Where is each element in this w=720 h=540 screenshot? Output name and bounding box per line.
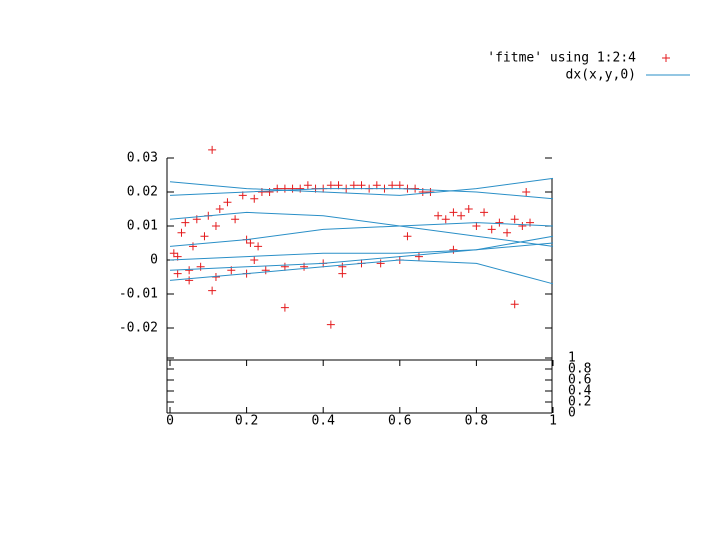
point	[273, 184, 282, 193]
z-tick-label: 0.01	[127, 219, 158, 234]
x-tick-label: 0	[166, 414, 174, 429]
point	[169, 249, 178, 258]
point	[480, 208, 489, 217]
point	[414, 252, 423, 261]
point	[185, 266, 194, 275]
point	[303, 181, 312, 190]
point	[338, 262, 347, 271]
point	[372, 181, 381, 190]
x-tick-label: 0.8	[465, 414, 488, 429]
point	[288, 184, 297, 193]
point	[334, 181, 343, 190]
point	[223, 198, 232, 207]
surface-line	[169, 259, 554, 285]
x-tick-label: 0.4	[311, 414, 335, 429]
y-tick-label: 1	[568, 351, 576, 366]
point	[250, 194, 259, 203]
point	[434, 211, 443, 220]
point	[518, 222, 527, 230]
point	[349, 181, 358, 190]
point	[211, 222, 220, 230]
z-tick-label: 0.02	[127, 185, 158, 200]
y-tick-label: 0	[568, 406, 576, 421]
point	[338, 269, 347, 278]
point	[376, 259, 385, 268]
x-tick-label: 1	[549, 414, 557, 429]
z-tick-label: 0.03	[127, 151, 158, 166]
z-tick-label: -0.01	[119, 287, 158, 302]
axes-box	[166, 158, 553, 414]
point	[510, 300, 519, 309]
point	[357, 181, 366, 190]
point	[326, 320, 335, 329]
x-tick-label: 0.2	[235, 414, 258, 429]
surface-line	[169, 177, 554, 196]
point	[449, 245, 458, 254]
point	[457, 211, 466, 220]
point	[250, 256, 259, 264]
point	[449, 208, 458, 217]
point	[280, 303, 289, 312]
point	[441, 215, 450, 224]
surface-line	[169, 235, 554, 271]
point	[196, 262, 205, 271]
surface-line	[169, 211, 554, 247]
surface-line	[169, 222, 554, 247]
z-tick-label: -0.02	[119, 321, 158, 336]
point	[522, 188, 531, 196]
point	[411, 184, 420, 193]
point	[280, 262, 289, 271]
point	[395, 181, 404, 190]
surface-line	[169, 242, 554, 261]
point	[188, 242, 197, 251]
y-tick-label: 0.8	[568, 362, 591, 377]
y-tick-label: 0.2	[568, 395, 591, 410]
point	[208, 286, 217, 295]
legend-label: dx(x,y,0)	[566, 68, 636, 83]
y-tick-label: 0.6	[568, 373, 591, 388]
point	[487, 225, 496, 234]
x-tick-label: 0.6	[388, 414, 411, 429]
legend-marker	[662, 54, 670, 62]
point	[246, 239, 255, 247]
point	[200, 232, 209, 241]
y-tick-label: 0.4	[568, 384, 592, 399]
point	[181, 218, 190, 227]
point	[173, 269, 182, 278]
point	[215, 205, 224, 213]
point	[503, 228, 512, 237]
point	[177, 228, 186, 237]
point	[495, 218, 504, 227]
point	[280, 184, 289, 193]
point	[261, 266, 270, 275]
point	[472, 222, 481, 230]
point	[254, 242, 263, 251]
point	[231, 215, 240, 224]
legend-label: 'fitme' using 1:2:4	[487, 51, 636, 66]
point	[238, 191, 247, 200]
surface-line	[169, 188, 554, 200]
point	[208, 145, 217, 154]
point	[185, 276, 194, 285]
z-tick-label: 0	[150, 253, 158, 268]
point	[464, 205, 473, 213]
point	[326, 181, 335, 190]
point	[388, 181, 397, 190]
point	[510, 215, 519, 224]
point	[403, 232, 412, 241]
